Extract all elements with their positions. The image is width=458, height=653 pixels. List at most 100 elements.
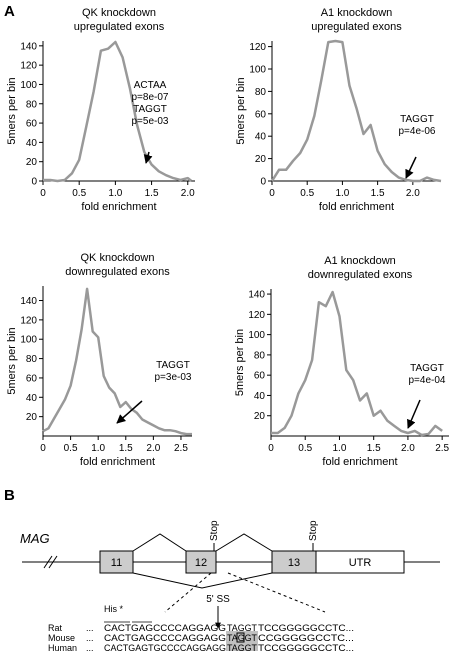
y-tick-label: 80 bbox=[254, 350, 266, 361]
x-axis-label: fold enrichment bbox=[81, 201, 156, 213]
x-tick-label: 0 bbox=[268, 443, 274, 454]
y-tick-label: 120 bbox=[248, 310, 265, 321]
species-label: Mouse bbox=[48, 633, 75, 643]
sequence-prefix: ... bbox=[86, 643, 94, 653]
y-axis-label: 5mers per bin bbox=[234, 329, 246, 396]
species-label: Rat bbox=[48, 623, 63, 633]
x-tick-label: 1.5 bbox=[367, 443, 381, 454]
x-tick-label: 1.5 bbox=[371, 188, 385, 199]
exon-13-label: 13 bbox=[288, 557, 300, 569]
annotation-label: TAGGT bbox=[410, 363, 444, 374]
y-tick-label: 40 bbox=[254, 391, 266, 402]
annotation-label: p=8e-07 bbox=[132, 92, 169, 103]
y-tick-label: 100 bbox=[20, 80, 37, 91]
y-tick-label: 120 bbox=[20, 315, 37, 326]
y-axis-label: 5mers per bin bbox=[235, 77, 247, 144]
y-tick-label: 0 bbox=[260, 177, 266, 188]
x-tick-label: 1.5 bbox=[145, 188, 159, 199]
chart-1: QK knockdown upregulated exons 0 0.5 1.0 1.5 2… bbox=[6, 7, 195, 213]
x-axis-label: fold enrichment bbox=[322, 456, 397, 468]
x-axis-label: fold enrichment bbox=[319, 201, 394, 213]
x-tick-label: 2.0 bbox=[181, 188, 195, 199]
sequence-post: TCCGGGGGCCTC... bbox=[258, 623, 354, 633]
annotation-arrow bbox=[405, 156, 417, 179]
annotation-label: TAGGT bbox=[400, 114, 434, 125]
sequence-pre: CACTGAGTGCCCCAGGAGG bbox=[104, 643, 226, 653]
y-tick-label: 80 bbox=[255, 87, 267, 98]
annotation-arrow bbox=[407, 399, 421, 429]
chart-subtitle: downregulated exons bbox=[65, 266, 170, 278]
y-tick-label: 60 bbox=[26, 119, 38, 130]
x-tick-label: 2.0 bbox=[401, 443, 415, 454]
x-tick-label: 2.0 bbox=[146, 443, 160, 454]
sequence-post: TCCGGGGGCCTC... bbox=[258, 643, 354, 653]
chart-title: QK knockdown bbox=[81, 252, 155, 264]
y-tick-label: 100 bbox=[20, 335, 37, 346]
x-tick-label: 2.0 bbox=[406, 188, 420, 199]
exon-11-label: 11 bbox=[111, 557, 122, 569]
annotation-label: p=4e-04 bbox=[409, 375, 446, 386]
species-label: Human bbox=[48, 643, 77, 653]
chart-title: QK knockdown bbox=[82, 7, 156, 19]
x-axis-label: fold enrichment bbox=[80, 456, 155, 468]
gene-name: MAG bbox=[20, 531, 50, 546]
gene-diagram: MAG 11 12 13 UTR Stop Stop 5' SS His * bbox=[20, 520, 440, 629]
sequence-post: CCGGGGGCCTC... bbox=[258, 633, 354, 643]
series-line bbox=[42, 287, 192, 436]
x-tick-label: 0.5 bbox=[72, 188, 86, 199]
x-tick-label: 0 bbox=[40, 188, 46, 199]
annotation-label: p=3e-03 bbox=[155, 372, 192, 383]
annotation-label: TAGGT bbox=[133, 104, 167, 115]
annotation-label: TAGGT bbox=[156, 360, 190, 371]
y-tick-label: 140 bbox=[20, 41, 37, 52]
sequence-pre: CACTGAGCCCCAGGAGG bbox=[104, 623, 226, 633]
y-tick-label: 60 bbox=[255, 109, 267, 120]
y-tick-label: 120 bbox=[20, 61, 37, 72]
codon-label: His * bbox=[104, 604, 123, 614]
annotation-label: ACTAA bbox=[134, 80, 167, 91]
x-tick-label: 1.0 bbox=[91, 443, 105, 454]
x-tick-label: 0.5 bbox=[298, 443, 312, 454]
x-tick-label: 1.5 bbox=[119, 443, 133, 454]
stop-label-13: Stop bbox=[308, 520, 319, 541]
sequence-splice-box: TAGGT bbox=[227, 623, 257, 633]
chart-subtitle: upregulated exons bbox=[311, 21, 402, 33]
y-axis-label: 5mers per bin bbox=[6, 327, 18, 394]
chart-4: A1 knockdown downregulated exons 0 0.5 1.0 1.… bbox=[234, 255, 450, 468]
y-tick-label: 20 bbox=[26, 157, 38, 168]
x-tick-label: 0 bbox=[40, 443, 46, 454]
sequence-prefix: ... bbox=[86, 633, 94, 643]
chart-subtitle: upregulated exons bbox=[74, 21, 165, 33]
alignment-block bbox=[104, 621, 258, 651]
y-axis-label: 5mers per bin bbox=[6, 77, 18, 144]
y-tick-label: 80 bbox=[26, 354, 38, 365]
y-tick-label: 40 bbox=[26, 138, 38, 149]
splice-site-label: 5' SS bbox=[206, 594, 230, 605]
sequence-pre: CACTGAGCCCCAGGAGG bbox=[104, 633, 226, 643]
x-tick-label: 2.5 bbox=[174, 443, 188, 454]
y-tick-label: 60 bbox=[26, 373, 38, 384]
y-tick-label: 40 bbox=[255, 132, 267, 143]
alignment-rows: Rat... CACTGAGCCCCAGGAGG TAGGT TCCGGGGGCCTC… bbox=[48, 623, 354, 653]
panel-a-label: A bbox=[4, 3, 15, 20]
y-tick-label: 80 bbox=[26, 99, 38, 110]
utr-label: UTR bbox=[349, 557, 372, 569]
chart-subtitle: downregulated exons bbox=[308, 269, 413, 281]
series-line bbox=[43, 40, 193, 183]
exon-12-label: 12 bbox=[195, 557, 207, 569]
sequence-splice-box: TAGGT bbox=[227, 633, 257, 643]
series-line bbox=[271, 290, 443, 437]
y-tick-label: 20 bbox=[255, 154, 267, 165]
annotation-arrow bbox=[116, 400, 143, 424]
x-tick-label: 0.5 bbox=[64, 443, 78, 454]
chart-title: A1 knockdown bbox=[324, 255, 396, 267]
stop-label-12: Stop bbox=[209, 520, 220, 541]
mouse-variant-box bbox=[236, 632, 245, 643]
x-tick-label: 2.5 bbox=[435, 443, 449, 454]
splice-highlight bbox=[226, 631, 258, 651]
sequence-splice-box: TAGGT bbox=[227, 643, 257, 653]
x-tick-label: 0.5 bbox=[300, 188, 314, 199]
y-tick-label: 20 bbox=[254, 411, 266, 422]
annotation-label: p=5e-03 bbox=[132, 116, 169, 127]
